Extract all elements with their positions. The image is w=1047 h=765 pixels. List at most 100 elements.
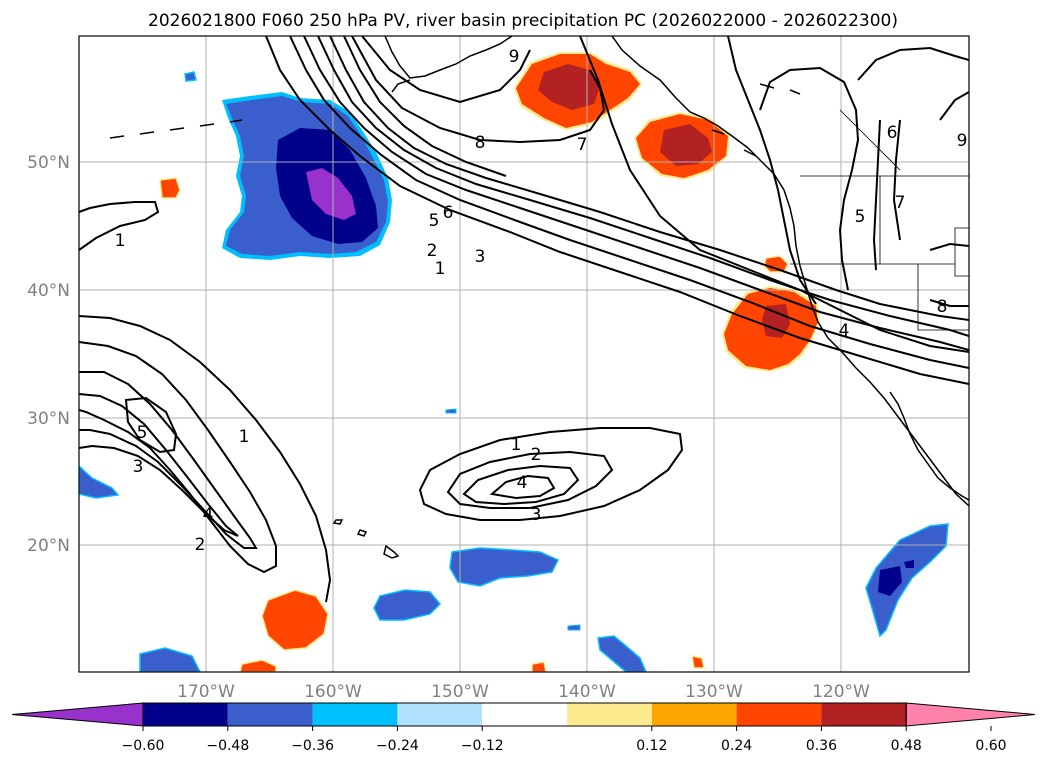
contour-label: 6 xyxy=(887,123,898,143)
figure-title: 2026021800 F060 250 hPa PV, river basin … xyxy=(148,11,898,31)
colorbar-tick-label: 0.12 xyxy=(636,738,667,754)
pv-contour-3 xyxy=(303,36,969,351)
pv-contour-5 xyxy=(329,36,969,321)
gulf-of-california-coast xyxy=(889,391,969,501)
pv-contour xyxy=(857,46,969,81)
contour-label: 2 xyxy=(427,241,438,261)
positive-anomaly-california xyxy=(722,286,820,372)
contour-label: 3 xyxy=(475,247,486,267)
map-frame xyxy=(78,35,970,673)
lon-label-140w: 140°W xyxy=(558,682,616,702)
pv-contour xyxy=(79,201,160,251)
lon-label-120w: 120°W xyxy=(812,682,870,702)
pv-contour-2c xyxy=(446,450,614,509)
gridlines xyxy=(79,36,969,672)
negative-spot xyxy=(184,71,197,82)
aleutian-islands xyxy=(109,119,243,139)
colorbar-tick-label: 0.48 xyxy=(891,738,922,754)
colorbar-box xyxy=(397,703,483,726)
pv-contours xyxy=(79,36,969,603)
lon-label-130w: 130°W xyxy=(685,682,743,702)
contour-label: 4 xyxy=(839,321,850,341)
precipitation-shading xyxy=(79,52,949,672)
positive-spot xyxy=(159,177,181,199)
pv-contour xyxy=(872,119,881,271)
contour-label: 3 xyxy=(133,457,144,477)
contour-label: 6 xyxy=(443,203,454,223)
colorbar-tick-label: −0.12 xyxy=(461,738,504,754)
hawaii-big-island xyxy=(383,544,400,559)
bc-islands xyxy=(711,83,801,157)
negative-anomaly-baja xyxy=(865,523,949,638)
pv-contour-4c xyxy=(489,474,556,500)
positive-anomaly-southwest xyxy=(261,589,329,651)
colorbar-extend-max xyxy=(905,702,1036,727)
contour-label: 5 xyxy=(429,211,440,231)
contour-label: 2 xyxy=(531,445,542,465)
pv-contour xyxy=(892,119,901,241)
province-border xyxy=(839,109,901,171)
colorbar-tick-label: 0.24 xyxy=(721,738,752,754)
coastlines xyxy=(109,36,969,559)
pv-contour-5b xyxy=(124,396,178,454)
colorbar-tick-label: −0.60 xyxy=(122,738,165,754)
contour-label: 1 xyxy=(239,427,250,447)
colorbar-box xyxy=(482,703,567,726)
negative-anomaly-hawaii-north xyxy=(449,547,560,587)
colorbar-box xyxy=(143,703,228,726)
colorbar-tick-label: 0.36 xyxy=(806,738,837,754)
colorbar-tick-label: 0.60 xyxy=(975,738,1006,754)
lon-label-170w: 170°W xyxy=(177,682,235,702)
negative-anomaly-aleutian xyxy=(222,92,392,260)
contour-label: 1 xyxy=(435,259,446,279)
lat-label-40n: 40°N xyxy=(27,281,70,301)
pv-contour-1c xyxy=(418,427,684,521)
colorbar-tick-label: −0.36 xyxy=(291,738,334,754)
map-panel: 9 8 7 6 5 3 2 1 1 5 3 4 2 1 1 2 4 3 6 7 xyxy=(78,35,970,673)
latitude-labels: 50°N 40°N 30°N 20°N xyxy=(27,153,70,556)
positive-spot xyxy=(691,655,705,669)
pv-contour-6 xyxy=(343,36,507,177)
negative-anomaly-south xyxy=(597,635,647,672)
lon-label-150w: 150°W xyxy=(431,682,489,702)
contour-label: 1 xyxy=(511,435,522,455)
contour-label: 4 xyxy=(203,505,214,525)
lat-label-30n: 30°N xyxy=(27,409,70,429)
alaska-coast xyxy=(384,36,513,79)
pv-contour xyxy=(939,91,969,121)
colorbar-extend-min xyxy=(11,702,144,727)
pv-contour-1b xyxy=(79,315,332,603)
contour-label: 1 xyxy=(115,231,126,251)
pv-contour xyxy=(759,66,860,291)
pv-contour xyxy=(727,36,817,305)
negative-anomaly-southwest xyxy=(139,647,201,672)
lat-label-20n: 20°N xyxy=(27,536,70,556)
colorbar: −0.60 −0.48 −0.36 −0.24 −0.12 0.12 0.24 0.36 0.4… xyxy=(11,702,1036,754)
pv-contour-3b xyxy=(79,371,258,549)
pv-contour-8 xyxy=(351,36,606,144)
contour-label: 4 xyxy=(517,473,528,493)
colorbar-box xyxy=(227,703,313,726)
positive-spot xyxy=(531,661,547,672)
hawaii-island xyxy=(356,529,368,537)
colorbar-box xyxy=(567,703,652,726)
colorbar-box xyxy=(821,703,907,726)
hawaii-island xyxy=(332,519,344,525)
positive-spot xyxy=(239,659,277,672)
colorbar-tick-label: −0.48 xyxy=(206,738,249,754)
contour-label: 2 xyxy=(195,535,206,555)
colorbar-box xyxy=(651,703,737,726)
pv-contour-7 xyxy=(579,36,969,353)
negative-anomaly-west-edge xyxy=(79,464,120,499)
state-border xyxy=(954,227,969,277)
contour-label: 7 xyxy=(577,135,588,155)
contour-label: 5 xyxy=(137,423,148,443)
colorbar-tick-label: −0.24 xyxy=(376,738,419,754)
political-borders xyxy=(790,109,969,331)
colorbar-box xyxy=(736,703,822,726)
positive-anomaly-alaska xyxy=(514,52,642,130)
contour-label: 3 xyxy=(531,505,542,525)
colorbar-frame xyxy=(142,702,907,727)
lon-label-160w: 160°W xyxy=(304,682,362,702)
